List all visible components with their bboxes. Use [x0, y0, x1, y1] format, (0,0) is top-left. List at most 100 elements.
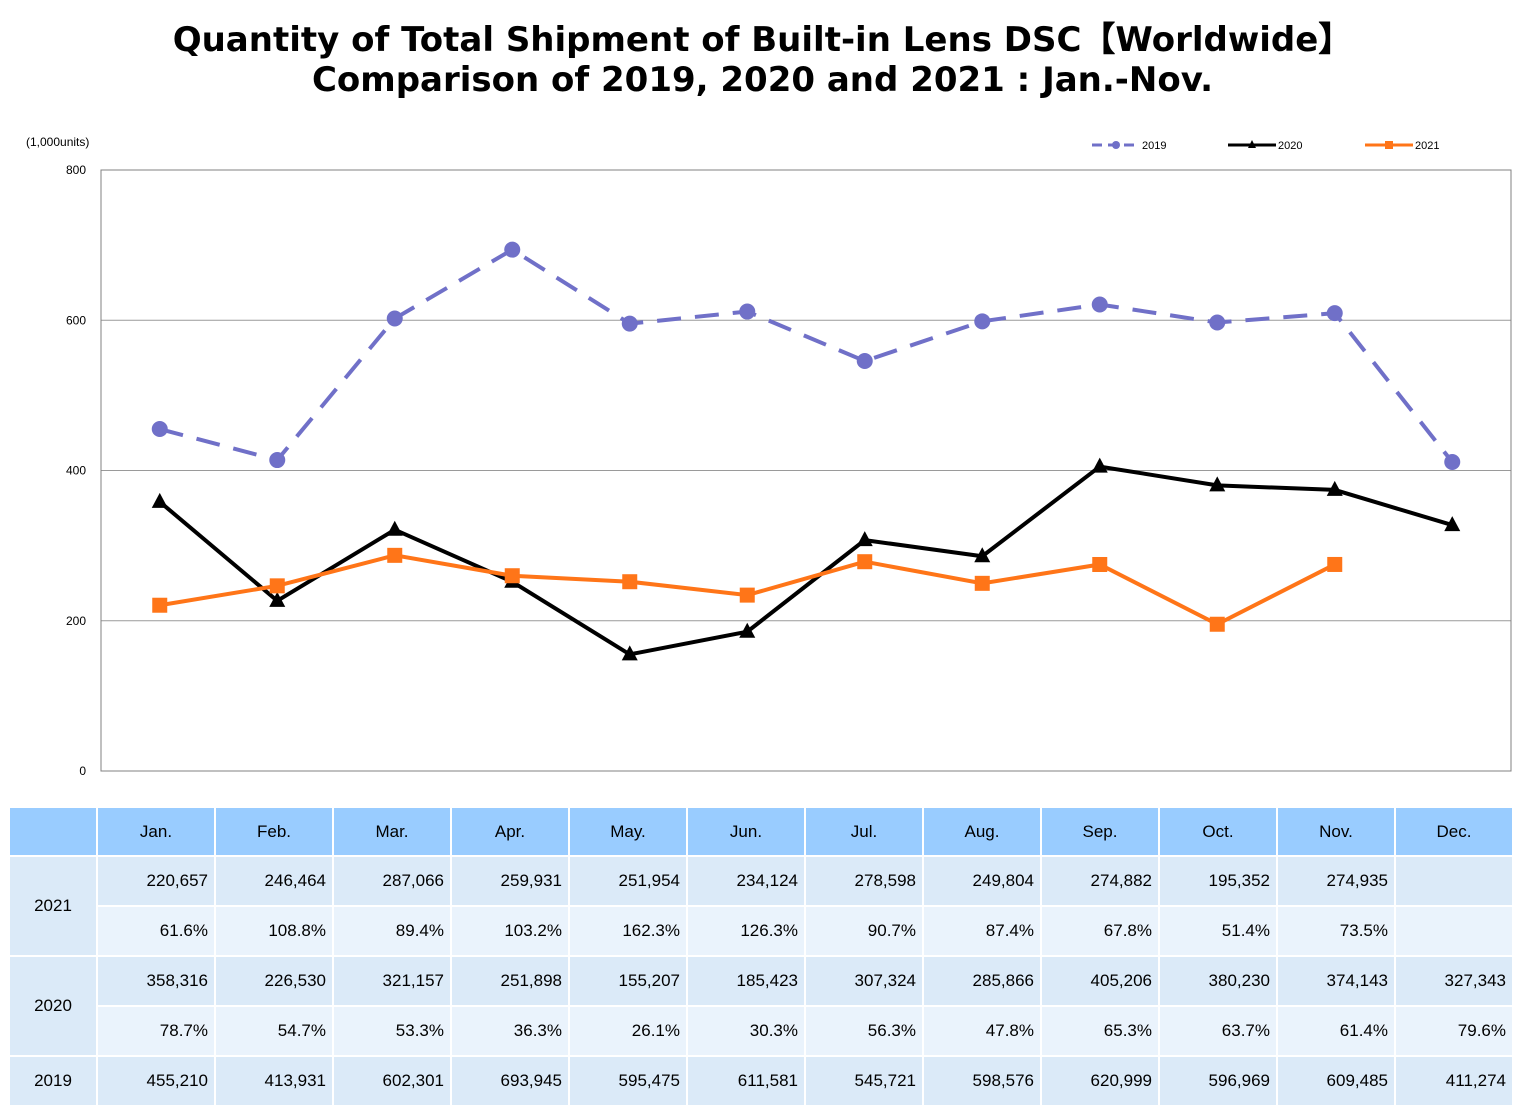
column-header: Oct. [1160, 808, 1276, 855]
column-header: Aug. [924, 808, 1040, 855]
data-point [151, 492, 168, 508]
row-header-year: 2021 [10, 857, 96, 955]
data-point [504, 241, 521, 258]
series-line [158, 464, 1453, 657]
legend-item-2020: 2020 [1228, 140, 1302, 152]
series [151, 241, 1461, 661]
table-cell: 327,343 [1396, 957, 1512, 1005]
data-point [1091, 457, 1108, 473]
line-chart: (1,000units) 0 200 400 600 800 2019 2020 2021 [26, 135, 1512, 778]
data-table: Jan. Feb. Mar. Apr. May. Jun. Jul. Aug. … [8, 806, 1514, 1107]
table-cell: 307,324 [806, 957, 922, 1005]
table-cell: 287,066 [334, 857, 450, 905]
table-cell: 321,157 [334, 957, 450, 1005]
table-cell: 67.8% [1042, 907, 1158, 955]
legend-label: 2020 [1278, 140, 1302, 152]
table-cell: 380,230 [1160, 957, 1276, 1005]
table-cell: 598,576 [924, 1057, 1040, 1105]
data-point [856, 353, 873, 370]
table-cell: 358,316 [98, 957, 214, 1005]
table-cell: 108.8% [216, 907, 332, 955]
data-point [504, 568, 520, 584]
data-point [1092, 556, 1108, 572]
data-point [1091, 296, 1108, 313]
data-point [856, 531, 873, 547]
table-cell: 30.3% [688, 1007, 804, 1055]
table-cell: 278,598 [806, 857, 922, 905]
series-2020 [151, 457, 1461, 661]
table-cell: 185,423 [688, 957, 804, 1005]
data-point [974, 547, 991, 563]
legend: 2019 2020 2021 [1092, 140, 1439, 152]
column-header: Jun. [688, 808, 804, 855]
data-point [1327, 556, 1343, 572]
table-cell: 374,143 [1278, 957, 1394, 1005]
column-header: Mar. [334, 808, 450, 855]
legend-marker [1112, 141, 1120, 149]
table-cell: 620,999 [1042, 1057, 1158, 1105]
table-cell: 693,945 [452, 1057, 568, 1105]
table-cell: 47.8% [924, 1007, 1040, 1055]
table-cell: 405,206 [1042, 957, 1158, 1005]
table-cell: 195,352 [1160, 857, 1276, 905]
table-cell: 61.4% [1278, 1007, 1394, 1055]
table-row-2020-percents: 78.7% 54.7% 53.3% 36.3% 26.1% 30.3% 56.3… [10, 1007, 1512, 1055]
data-point [1209, 616, 1225, 632]
table-cell: 53.3% [334, 1007, 450, 1055]
y-tick-label: 800 [66, 163, 86, 177]
legend-marker [1385, 141, 1393, 149]
table-cell: 73.5% [1278, 907, 1394, 955]
table-corner-cell [10, 808, 96, 855]
table-cell: 251,954 [570, 857, 686, 905]
data-point [1209, 476, 1226, 492]
table-cell: 249,804 [924, 857, 1040, 905]
table-cell [1396, 857, 1512, 905]
series-line [159, 247, 1454, 464]
table-cell: 602,301 [334, 1057, 450, 1105]
series-2021 [152, 547, 1343, 632]
y-tick-label: 400 [66, 464, 86, 478]
column-header: Jul. [806, 808, 922, 855]
y-tick-label: 600 [66, 313, 86, 327]
data-point [1326, 480, 1343, 496]
table-cell: 61.6% [98, 907, 214, 955]
y-tick-label: 200 [66, 614, 86, 628]
table-cell: 611,581 [688, 1057, 804, 1105]
row-header-year: 2020 [10, 957, 96, 1055]
table-row-2021-values: 2021 220,657 246,464 287,066 259,931 251… [10, 857, 1512, 955]
plot-area [100, 169, 1512, 772]
table-cell: 26.1% [570, 1007, 686, 1055]
column-header: Sep. [1042, 808, 1158, 855]
table-cell: 285,866 [924, 957, 1040, 1005]
data-point [269, 452, 286, 469]
table-cell: 609,485 [1278, 1057, 1394, 1105]
legend-marker [1248, 140, 1256, 148]
column-header: Jan. [98, 808, 214, 855]
y-axis-ticks: 0 200 400 600 800 [66, 163, 86, 778]
table-cell [1396, 907, 1512, 955]
column-header: Dec. [1396, 808, 1512, 855]
table-cell: 274,882 [1042, 857, 1158, 905]
data-point [386, 520, 403, 536]
column-header: Nov. [1278, 808, 1394, 855]
legend-item-2021: 2021 [1365, 140, 1439, 152]
table-cell: 103.2% [452, 907, 568, 955]
table-row-2020-values: 2020 358,316 226,530 321,157 251,898 155… [10, 957, 1512, 1055]
legend-label: 2019 [1142, 140, 1166, 152]
grid [101, 319, 1511, 622]
data-point [1444, 454, 1461, 471]
row-header-year: 2019 [10, 1057, 96, 1105]
data-point [974, 313, 991, 330]
table-cell: 90.7% [806, 907, 922, 955]
data-point [974, 575, 990, 591]
table-row-2019-values: 2019 455,210 413,931 602,301 693,945 595… [10, 1057, 1512, 1105]
table-cell: 545,721 [806, 1057, 922, 1105]
y-tick-label: 0 [79, 764, 86, 778]
table-cell: 595,475 [570, 1057, 686, 1105]
table-cell: 413,931 [216, 1057, 332, 1105]
table-cell: 79.6% [1396, 1007, 1512, 1055]
unit-label: (1,000units) [26, 135, 89, 149]
data-point [1326, 305, 1343, 322]
data-point [621, 645, 638, 661]
table-cell: 274,935 [1278, 857, 1394, 905]
